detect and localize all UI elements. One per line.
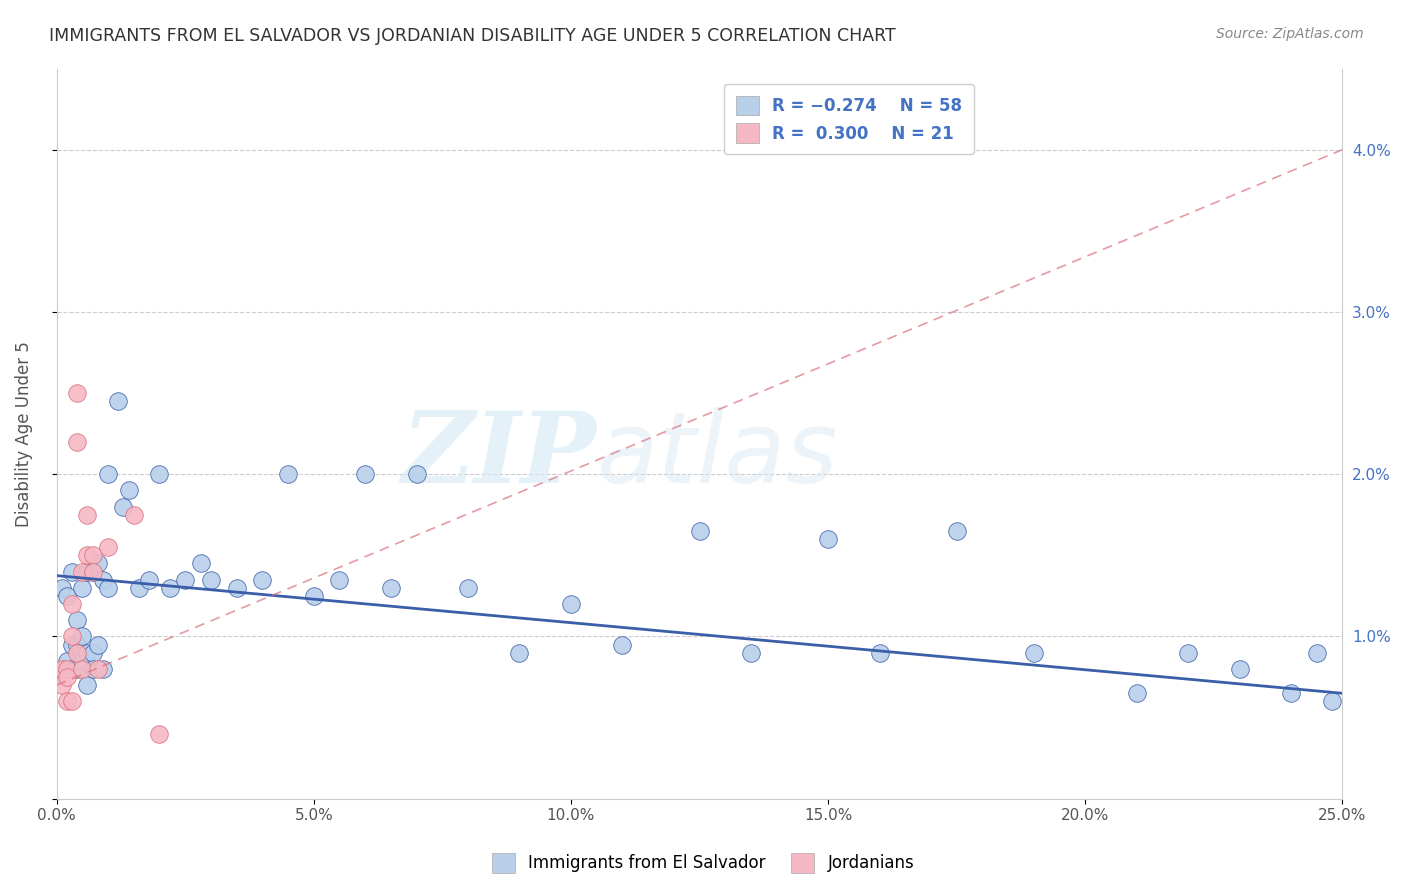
- Point: [72, 654, 94, 668]
- Point: [508, 646, 530, 660]
- Point: [740, 646, 762, 660]
- Point: [689, 524, 711, 538]
- Legend: R = −0.274    N = 58, R =  0.300    N = 21: R = −0.274 N = 58, R = 0.300 N = 21: [724, 84, 974, 154]
- Point: [51, 678, 73, 692]
- Point: [60, 638, 83, 652]
- Point: [56, 670, 79, 684]
- Point: [302, 589, 325, 603]
- Point: [76, 549, 98, 563]
- Text: ZIP: ZIP: [402, 408, 596, 504]
- Point: [82, 549, 104, 563]
- Point: [51, 581, 73, 595]
- Legend: Immigrants from El Salvador, Jordanians: Immigrants from El Salvador, Jordanians: [485, 847, 921, 880]
- Point: [76, 508, 98, 522]
- Point: [56, 654, 79, 668]
- Point: [87, 638, 110, 652]
- Point: [91, 573, 114, 587]
- Text: atlas: atlas: [596, 407, 838, 504]
- Point: [112, 500, 135, 514]
- Point: [87, 662, 110, 676]
- Point: [60, 630, 83, 644]
- Point: [405, 467, 427, 482]
- Y-axis label: Disability Age Under 5: Disability Age Under 5: [15, 341, 32, 526]
- Point: [56, 694, 79, 708]
- Point: [51, 662, 73, 676]
- Point: [97, 540, 120, 554]
- Point: [945, 524, 967, 538]
- Point: [252, 573, 274, 587]
- Point: [72, 581, 94, 595]
- Point: [1022, 646, 1045, 660]
- Point: [82, 565, 104, 579]
- Point: [612, 638, 634, 652]
- Point: [277, 467, 299, 482]
- Point: [380, 581, 402, 595]
- Point: [1177, 646, 1199, 660]
- Point: [148, 727, 170, 741]
- Point: [60, 694, 83, 708]
- Point: [66, 638, 89, 652]
- Point: [128, 581, 150, 595]
- Point: [87, 557, 110, 571]
- Point: [328, 573, 350, 587]
- Point: [107, 394, 129, 409]
- Point: [457, 581, 479, 595]
- Point: [56, 662, 79, 676]
- Point: [1125, 686, 1147, 700]
- Point: [72, 662, 94, 676]
- Point: [76, 565, 98, 579]
- Point: [869, 646, 891, 660]
- Point: [97, 467, 120, 482]
- Point: [82, 646, 104, 660]
- Point: [66, 662, 89, 676]
- Point: [76, 646, 98, 660]
- Point: [117, 483, 139, 498]
- Point: [1305, 646, 1327, 660]
- Point: [66, 613, 89, 627]
- Point: [817, 532, 839, 546]
- Point: [66, 646, 89, 660]
- Point: [91, 662, 114, 676]
- Point: [66, 434, 89, 449]
- Point: [60, 662, 83, 676]
- Text: Source: ZipAtlas.com: Source: ZipAtlas.com: [1216, 27, 1364, 41]
- Point: [1229, 662, 1251, 676]
- Point: [122, 508, 145, 522]
- Point: [82, 662, 104, 676]
- Point: [56, 589, 79, 603]
- Point: [82, 565, 104, 579]
- Point: [1279, 686, 1302, 700]
- Point: [174, 573, 197, 587]
- Point: [1320, 694, 1343, 708]
- Text: IMMIGRANTS FROM EL SALVADOR VS JORDANIAN DISABILITY AGE UNDER 5 CORRELATION CHAR: IMMIGRANTS FROM EL SALVADOR VS JORDANIAN…: [49, 27, 896, 45]
- Point: [97, 581, 120, 595]
- Point: [60, 597, 83, 611]
- Point: [72, 630, 94, 644]
- Point: [138, 573, 160, 587]
- Point: [560, 597, 582, 611]
- Point: [190, 557, 212, 571]
- Point: [76, 678, 98, 692]
- Point: [72, 565, 94, 579]
- Point: [354, 467, 377, 482]
- Point: [60, 565, 83, 579]
- Point: [148, 467, 170, 482]
- Point: [225, 581, 247, 595]
- Point: [200, 573, 222, 587]
- Point: [66, 386, 89, 401]
- Point: [159, 581, 181, 595]
